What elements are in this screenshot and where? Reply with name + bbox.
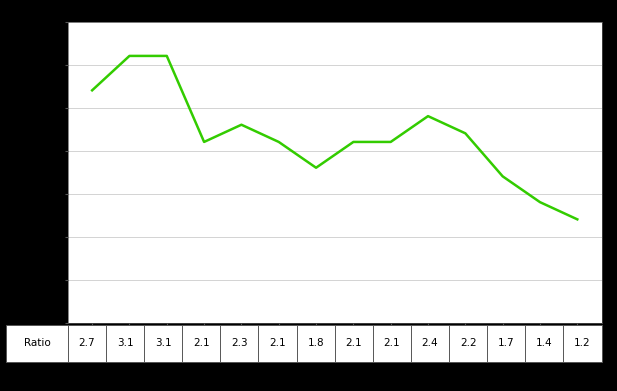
Text: 2.3: 2.3 — [231, 338, 248, 348]
Text: 2.1: 2.1 — [269, 338, 286, 348]
Text: 1.4: 1.4 — [536, 338, 553, 348]
Text: 2.1: 2.1 — [193, 338, 210, 348]
Text: Ratio: Ratio — [23, 338, 51, 348]
Text: 1.7: 1.7 — [498, 338, 515, 348]
Text: 2.1: 2.1 — [346, 338, 362, 348]
Text: 2.4: 2.4 — [421, 338, 438, 348]
Text: 3.1: 3.1 — [155, 338, 172, 348]
Text: 1.2: 1.2 — [574, 338, 591, 348]
Text: 3.1: 3.1 — [117, 338, 133, 348]
Text: 1.8: 1.8 — [307, 338, 324, 348]
Text: 2.2: 2.2 — [460, 338, 476, 348]
Text: 2.7: 2.7 — [78, 338, 95, 348]
Text: 2.1: 2.1 — [384, 338, 400, 348]
